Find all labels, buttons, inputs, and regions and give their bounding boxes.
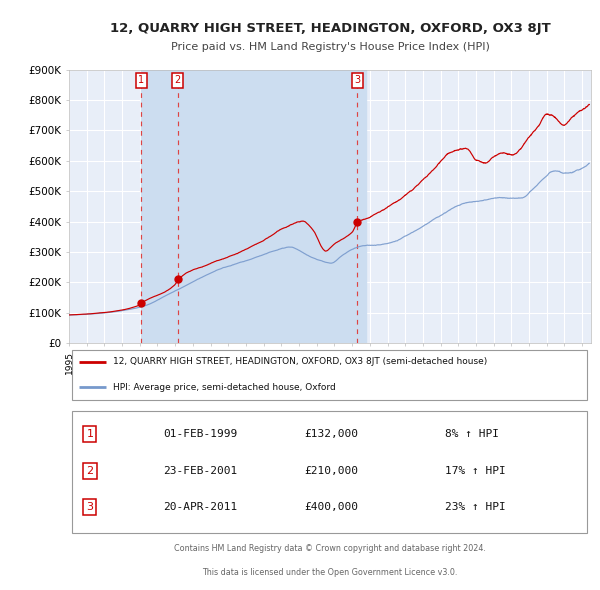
Text: £400,000: £400,000 — [304, 502, 358, 512]
Text: £210,000: £210,000 — [304, 466, 358, 476]
Bar — [141, 70, 366, 343]
Text: 1: 1 — [138, 76, 144, 86]
Text: 01-FEB-1999: 01-FEB-1999 — [163, 430, 237, 440]
Text: 2: 2 — [175, 76, 181, 86]
Text: This data is licensed under the Open Government Licence v3.0.: This data is licensed under the Open Gov… — [202, 568, 458, 577]
Text: 12, QUARRY HIGH STREET, HEADINGTON, OXFORD, OX3 8JT (semi-detached house): 12, QUARRY HIGH STREET, HEADINGTON, OXFO… — [113, 358, 488, 366]
FancyBboxPatch shape — [71, 411, 587, 533]
Text: 12, QUARRY HIGH STREET, HEADINGTON, OXFORD, OX3 8JT: 12, QUARRY HIGH STREET, HEADINGTON, OXFO… — [110, 22, 550, 35]
Text: 20-APR-2011: 20-APR-2011 — [163, 502, 237, 512]
Text: 3: 3 — [86, 502, 94, 512]
Text: £132,000: £132,000 — [304, 430, 358, 440]
Text: Price paid vs. HM Land Registry's House Price Index (HPI): Price paid vs. HM Land Registry's House … — [170, 42, 490, 52]
Text: 2: 2 — [86, 466, 94, 476]
Text: 1: 1 — [86, 430, 94, 440]
Text: 23-FEB-2001: 23-FEB-2001 — [163, 466, 237, 476]
Text: 8% ↑ HPI: 8% ↑ HPI — [445, 430, 499, 440]
Text: HPI: Average price, semi-detached house, Oxford: HPI: Average price, semi-detached house,… — [113, 383, 336, 392]
Text: Contains HM Land Registry data © Crown copyright and database right 2024.: Contains HM Land Registry data © Crown c… — [174, 544, 486, 553]
FancyBboxPatch shape — [71, 350, 587, 401]
Text: 17% ↑ HPI: 17% ↑ HPI — [445, 466, 506, 476]
Text: 3: 3 — [355, 76, 361, 86]
Text: 23% ↑ HPI: 23% ↑ HPI — [445, 502, 506, 512]
